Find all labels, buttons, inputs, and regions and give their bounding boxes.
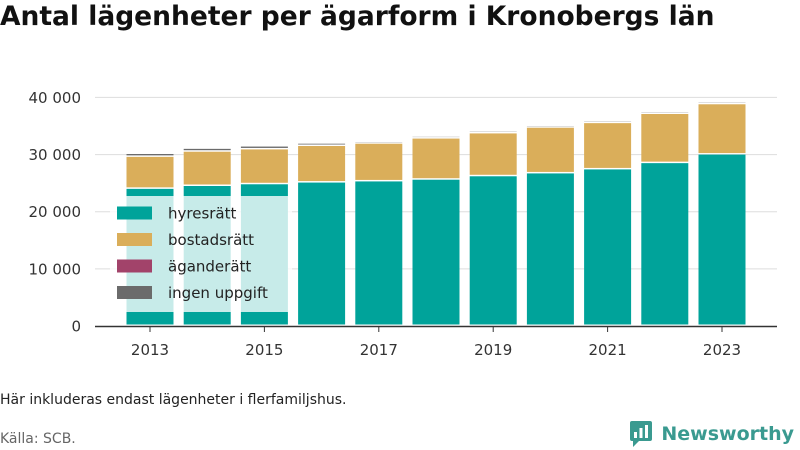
legend-label-aganderatt: äganderätt [168,258,251,276]
bar-hyresratt-2019 [469,176,517,325]
bar-ingen_uppgift-2016 [298,143,346,145]
x-axis-labels: 2013 2015 2017 2019 2021 2023 [131,326,741,359]
bar-ingen_uppgift-2014 [183,148,231,151]
bar-bostadsratt-2017 [355,143,403,180]
legend-swatch-ingen_uppgift [117,286,152,299]
legend-label-ingen_uppgift: ingen uppgift [168,284,268,302]
y-tick-label: 30 000 [29,146,82,164]
bar-ingen_uppgift-2015 [240,146,288,148]
bar-hyresratt-2021 [584,169,632,325]
x-tick-label: 2023 [703,341,741,359]
brand-logo: Newsworthy [629,420,794,448]
y-axis-labels: 0 10 000 20 000 30 000 40 000 [29,89,82,336]
bar-bostadsratt-2018 [412,138,460,179]
y-tick-label: 40 000 [29,89,82,107]
x-tick-label: 2021 [589,341,627,359]
legend-swatch-bostadsratt [117,233,152,246]
brand-name: Newsworthy [661,423,794,445]
x-tick-label: 2019 [474,341,512,359]
bar-bostadsratt-2016 [298,146,346,182]
y-tick-label: 20 000 [29,203,82,221]
newsworthy-logo-icon [630,421,653,447]
footnote: Här inkluderas endast lägenheter i flerf… [0,392,347,408]
legend-label-bostadsratt: bostadsrätt [168,231,254,249]
bar-hyresratt-2016 [298,182,346,325]
bar-bostadsratt-2022 [641,114,689,162]
legend-label-hyresratt: hyresrätt [168,205,237,223]
bar-hyresratt-2020 [526,173,574,325]
x-tick-label: 2013 [131,341,169,359]
bar-hyresratt-2023 [698,154,746,325]
bar-bostadsratt-2023 [698,104,746,154]
bar-bostadsratt-2019 [469,133,517,175]
legend-swatch-hyresratt [117,206,152,220]
chart-title: Antal lägenheter per ägarform i Kronober… [0,1,715,32]
bar-bostadsratt-2014 [183,151,231,185]
y-tick-label: 0 [71,318,81,336]
legend-swatch-aganderatt [117,259,152,273]
bar-hyresratt-2018 [412,179,460,325]
bar-ingen_uppgift-2013 [126,154,174,156]
bar-bostadsratt-2021 [584,123,632,168]
bar-hyresratt-2017 [355,181,403,325]
x-tick-label: 2017 [360,341,398,359]
y-tick-label: 10 000 [29,260,82,278]
source-credit: Källa: SCB. [0,431,76,447]
bar-bostadsratt-2013 [126,156,174,188]
bar-bostadsratt-2020 [526,127,574,172]
legend: hyresrätt bostadsrätt äganderätt ingen uppg… [110,196,292,312]
x-tick-label: 2015 [245,341,283,359]
bar-hyresratt-2022 [641,163,689,325]
bar-bostadsratt-2015 [240,149,288,183]
